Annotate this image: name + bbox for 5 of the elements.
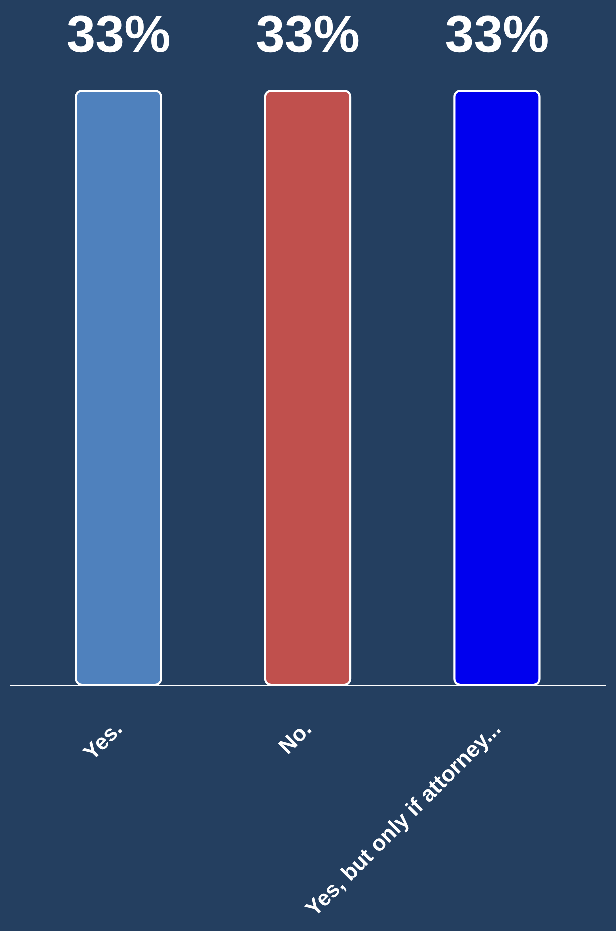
x-tick-label: Yes.	[78, 716, 128, 766]
data-label: 33%	[445, 6, 550, 64]
data-label: 33%	[256, 6, 360, 64]
x-tick-label: No.	[274, 716, 316, 760]
data-label: 33%	[66, 6, 171, 64]
